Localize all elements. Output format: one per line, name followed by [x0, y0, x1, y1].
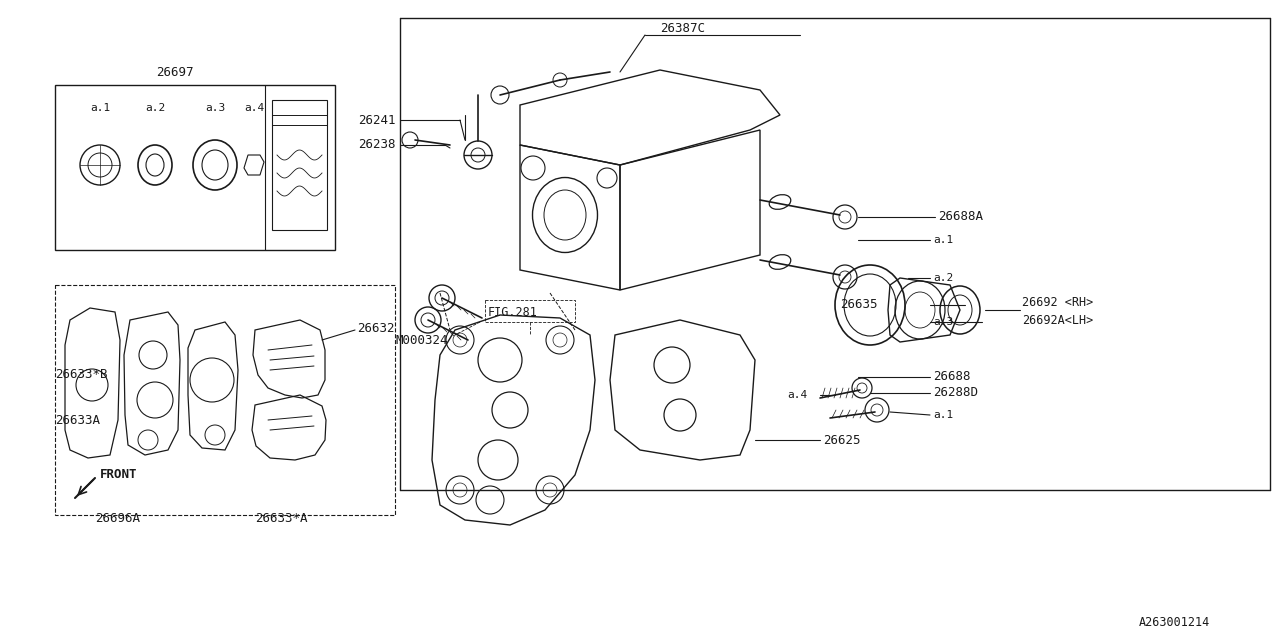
Text: 26696A: 26696A [95, 511, 140, 525]
Text: 26688A: 26688A [938, 211, 983, 223]
Bar [55, 85, 335, 250]
Text: 26692A<LH>: 26692A<LH> [1021, 314, 1093, 326]
Text: a.4: a.4 [787, 390, 808, 400]
Text: 26688: 26688 [933, 371, 970, 383]
Text: 26241: 26241 [358, 113, 396, 127]
Text: a.1: a.1 [90, 103, 110, 113]
Text: a.1: a.1 [933, 235, 954, 245]
Text: 26633A: 26633A [55, 413, 100, 426]
Text: A263001214: A263001214 [1139, 616, 1210, 628]
Text: 26625: 26625 [823, 433, 860, 447]
Text: FIG.281: FIG.281 [488, 305, 538, 319]
Bar [485, 300, 575, 322]
Bar [273, 100, 326, 230]
Text: a.3: a.3 [933, 317, 954, 327]
Text: a.2: a.2 [145, 103, 165, 113]
Text: a.3: a.3 [205, 103, 225, 113]
Text: 26633*A: 26633*A [255, 511, 307, 525]
Text: 26633*B: 26633*B [55, 369, 108, 381]
Text: a.4: a.4 [244, 103, 264, 113]
Text: 26387C: 26387C [660, 22, 705, 35]
Text: a.1: a.1 [933, 410, 954, 420]
Text: a.2: a.2 [933, 273, 954, 283]
Text: 26288D: 26288D [933, 387, 978, 399]
Bar [55, 285, 396, 515]
Text: 26692 <RH>: 26692 <RH> [1021, 296, 1093, 310]
Text: 26635: 26635 [841, 298, 878, 312]
Text: M000324: M000324 [396, 333, 448, 346]
Text: 26238: 26238 [358, 138, 396, 152]
Text: FRONT: FRONT [100, 468, 137, 481]
Text: 26632: 26632 [357, 321, 394, 335]
Text: 26697: 26697 [156, 65, 193, 79]
